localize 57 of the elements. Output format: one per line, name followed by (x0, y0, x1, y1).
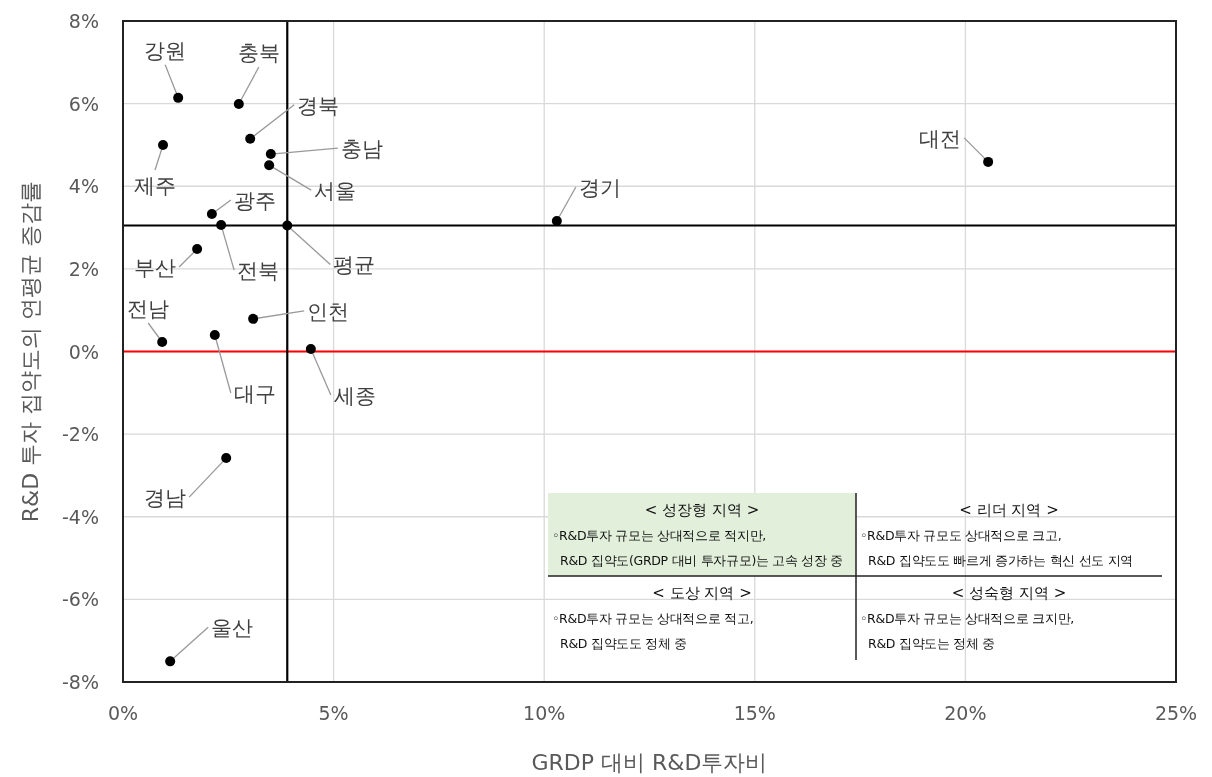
y-tick-label: 6% (68, 92, 99, 115)
annotation: 강원 (144, 38, 187, 63)
point (551, 215, 562, 226)
x-tick-label: 25% (1154, 702, 1198, 724)
point (157, 337, 168, 347)
annotation: < 성숙형 지역 > ◦R&D투자 규모는 상대적으로 크지만, R&D 집약도는 정체 중 (860, 584, 1075, 651)
annotation: 평균 (333, 253, 376, 278)
point (216, 220, 227, 231)
annotation: 부산 (134, 256, 177, 281)
annotation: 경기 (578, 175, 621, 200)
annotation: 충북 (237, 41, 280, 66)
x-tick-label: 10% (523, 702, 566, 724)
annotation: 전북 (237, 259, 280, 284)
annotation: 울산 (211, 616, 254, 641)
annotation: 광주 (233, 188, 276, 213)
point (209, 329, 220, 340)
annotation: < 성장형 지역 > ◦R&D투자 규모는 상대적으로 적지만, R&D 집약도(GRDP 대비 투자규모)는 고속 성장 중 (552, 501, 844, 568)
x-tick-label: 20% (944, 702, 987, 724)
point (192, 244, 203, 255)
y-tick-label: -6% (62, 588, 99, 611)
point (245, 133, 256, 144)
y-tick-label: 2% (68, 257, 99, 280)
y-axis-title: R&D 투자 집약도의 연평균 증감률 (18, 180, 43, 523)
annotation: 경북 (297, 93, 340, 118)
point (165, 656, 176, 667)
annotation: 서울 (314, 179, 357, 204)
point (221, 453, 232, 464)
annotation: 전남 (127, 297, 170, 321)
x-tick-label: 5% (318, 702, 349, 724)
annotation: 경남 (144, 486, 187, 511)
annotation: < 리더 지역 > ◦R&D투자 규모도 상대적으로 크고, R&D 집약도도 빠르게 증가하는 혁신 선도 지역 (860, 501, 1134, 568)
y-tick-label: -4% (62, 505, 99, 528)
point (173, 92, 184, 103)
point (248, 313, 259, 324)
annotation: 충남 (340, 137, 383, 162)
annotation: 제주 (134, 173, 177, 198)
point (264, 160, 275, 171)
x-tick-label: 0% (107, 702, 139, 724)
annotation: 대전 (919, 126, 962, 151)
x-axis-title: GRDP 대비 R&D투자비 (531, 750, 768, 775)
annotation: 인천 (307, 299, 350, 324)
annotation: 세종 (333, 384, 376, 409)
point (206, 208, 217, 219)
point (983, 156, 994, 167)
point (265, 149, 276, 160)
y-tick-label: -2% (62, 423, 99, 446)
point (158, 139, 169, 150)
annotation: 대구 (233, 381, 276, 406)
y-tick-label: 8% (68, 10, 99, 32)
x-tick-label: 15% (733, 702, 776, 724)
y-tick-label: -8% (62, 671, 99, 693)
point (233, 99, 244, 110)
y-tick-label: 0% (68, 340, 99, 363)
point (305, 344, 316, 355)
point (282, 220, 293, 231)
y-tick-label: 4% (68, 175, 99, 198)
annotation: < 도상 지역 > ◦R&D투자 규모는 상대적으로 적고, R&D 집약도도 정체 중 (552, 584, 754, 651)
